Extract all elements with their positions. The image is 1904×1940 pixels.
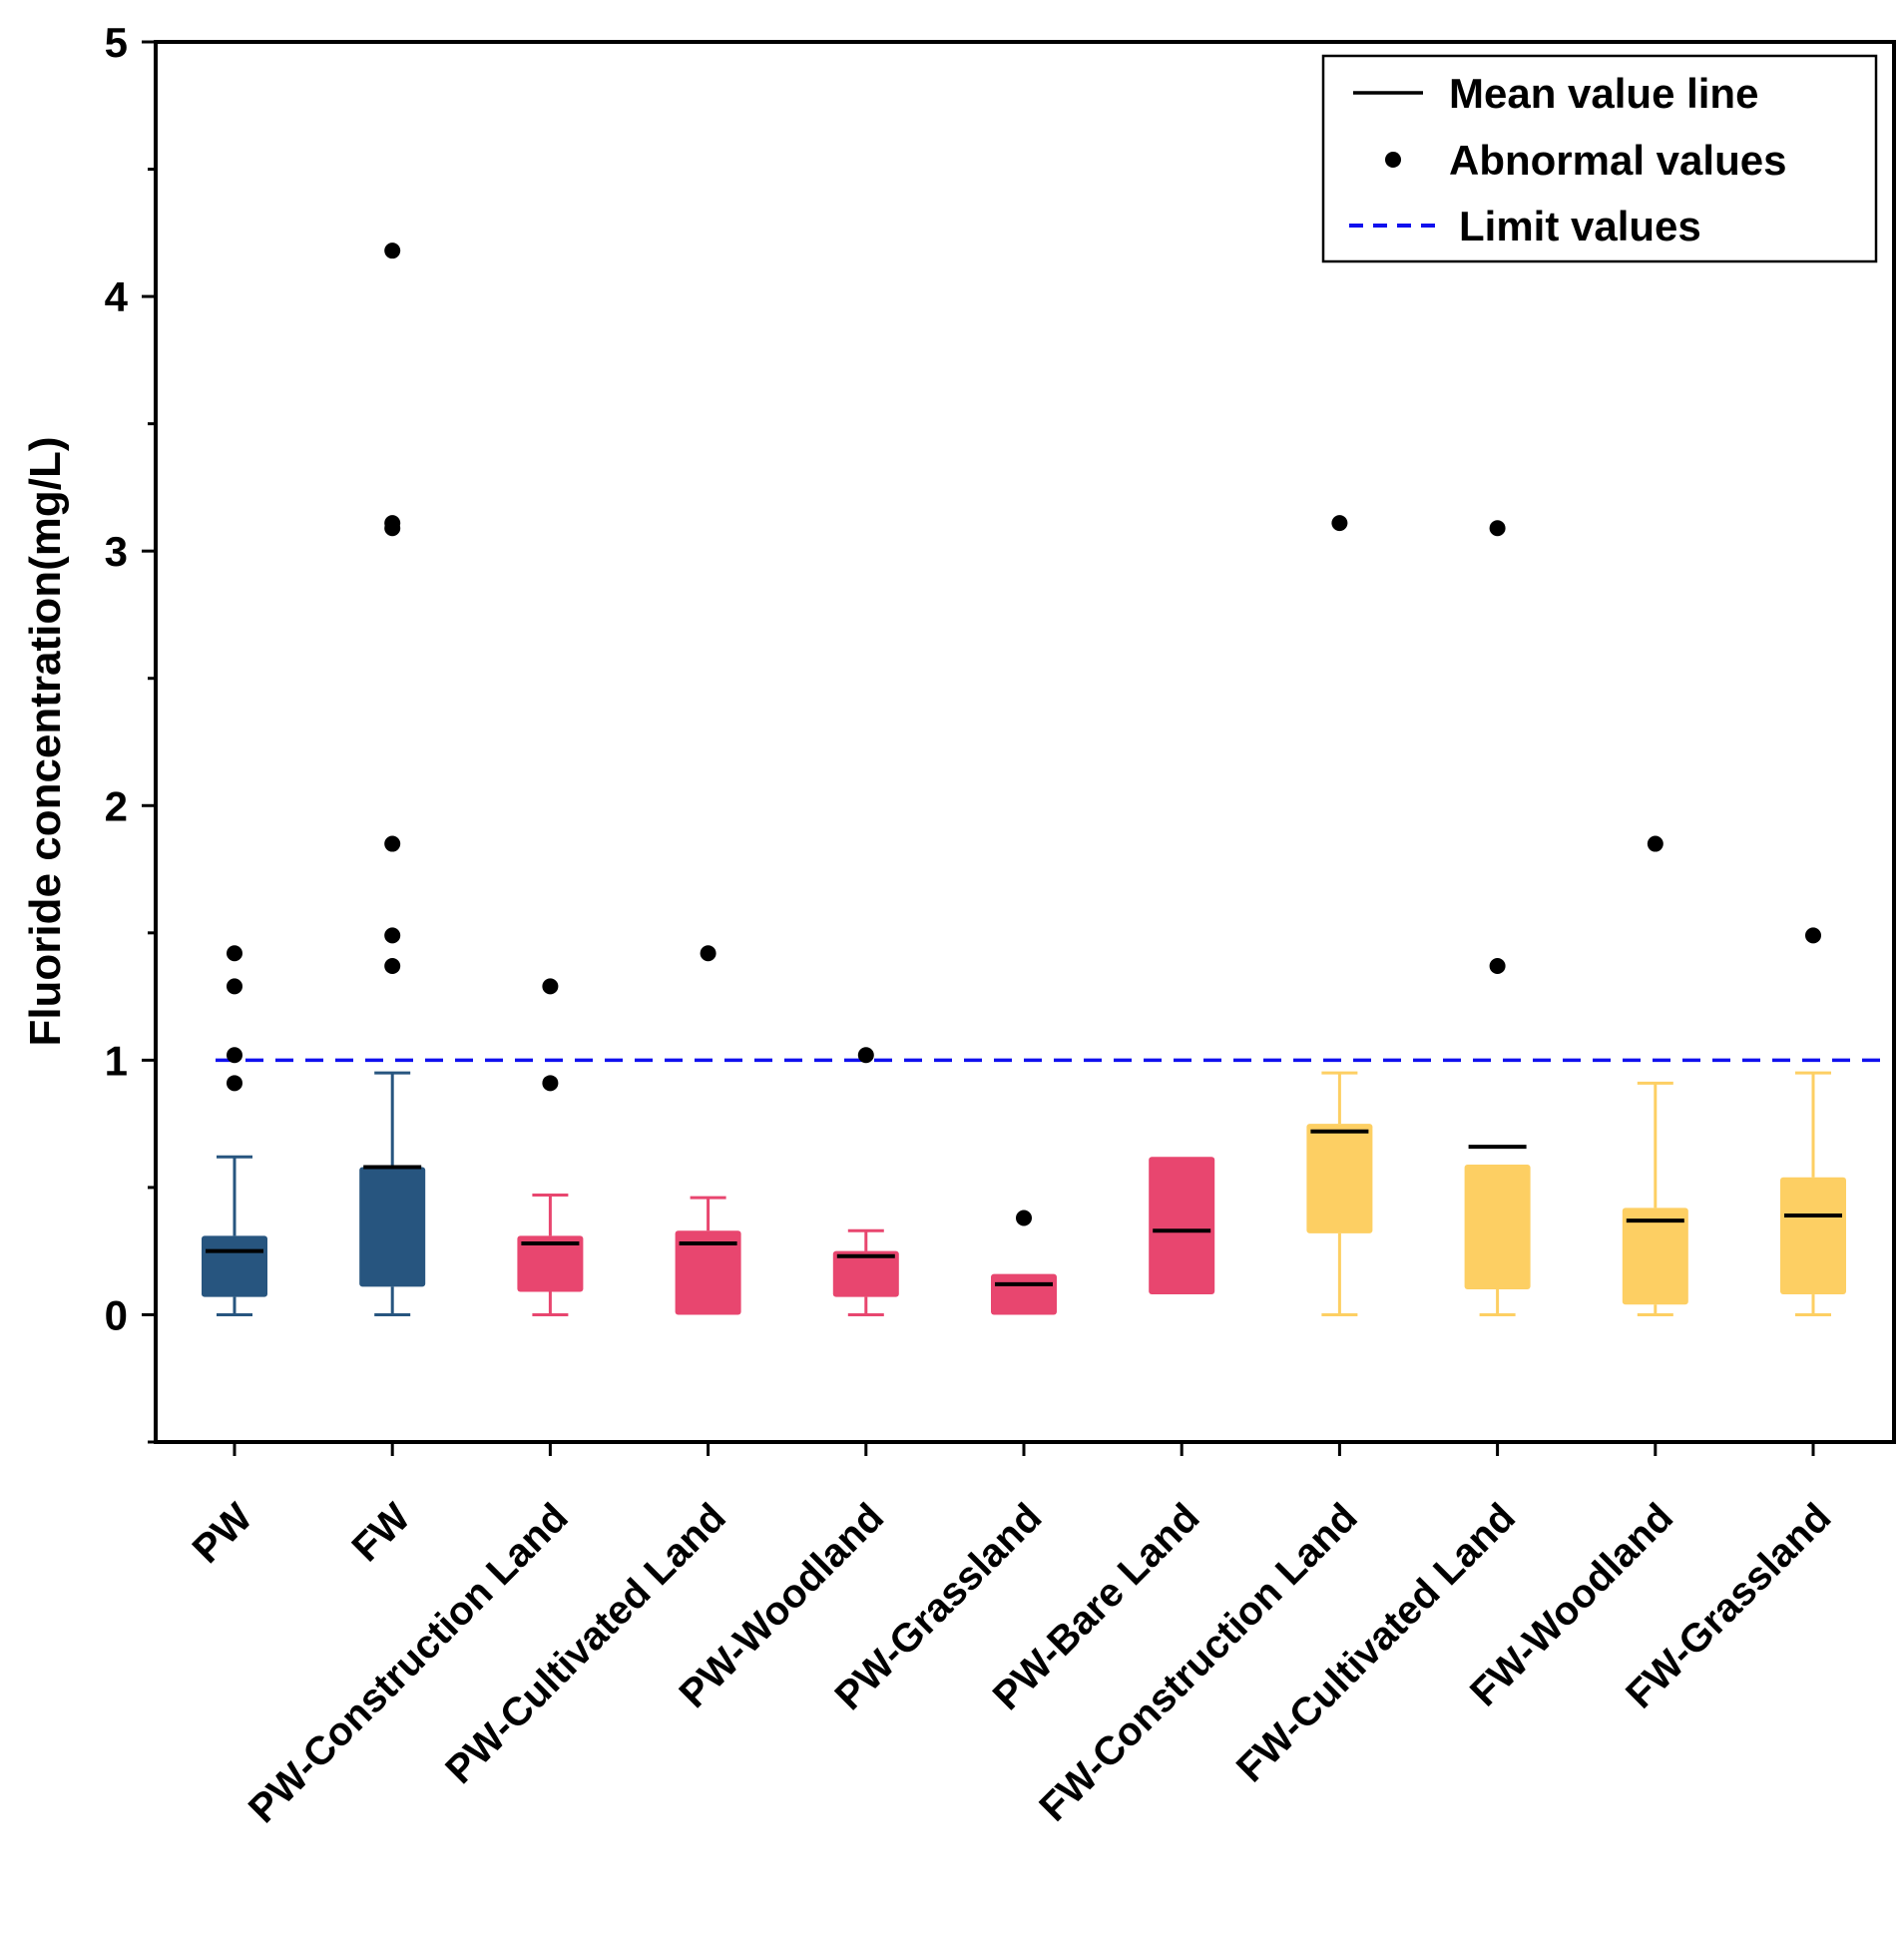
y-tick-label: 3	[105, 528, 128, 575]
box-iqr	[991, 1273, 1057, 1315]
outlier-point	[384, 957, 401, 974]
x-tick-label: FW-Cultivated Land	[1228, 1495, 1524, 1790]
legend-label-abnormal: Abnormal values	[1449, 137, 1786, 184]
box-group	[832, 1047, 899, 1316]
outlier-point	[1331, 515, 1348, 532]
x-tick-label: PW	[185, 1495, 261, 1572]
outlier-point	[857, 1047, 874, 1064]
box-group	[1464, 520, 1531, 1316]
outlier-point	[1489, 520, 1506, 537]
chart-marks	[202, 242, 1888, 1316]
box-group	[1780, 927, 1846, 1316]
box-iqr	[1149, 1157, 1215, 1295]
legend: Mean value line Abnormal values Limit va…	[1321, 54, 1878, 263]
legend-dot-symbol	[1385, 152, 1401, 168]
outlier-point	[542, 1075, 559, 1092]
outlier-point	[227, 978, 242, 995]
box-group	[517, 978, 584, 1316]
legend-label-mean: Mean value line	[1449, 70, 1758, 117]
y-tick-label: 2	[105, 782, 128, 829]
y-axis-title: Fluoride concentration(mg/L)	[21, 436, 70, 1046]
y-tick-label: 1	[105, 1037, 128, 1084]
y-tick-label: 4	[105, 273, 129, 320]
box-group	[1149, 1157, 1215, 1295]
outlier-point	[542, 978, 559, 995]
box-iqr	[1780, 1177, 1846, 1295]
box-group	[1306, 515, 1373, 1316]
y-tick-label: 0	[105, 1291, 128, 1338]
box-group	[991, 1210, 1057, 1315]
box-iqr	[202, 1235, 267, 1297]
outlier-point	[700, 945, 716, 962]
outlier-point	[384, 520, 401, 537]
x-tick-label: PW-Construction Land	[240, 1495, 577, 1831]
x-tick-label: PW-Cultivated Land	[437, 1495, 734, 1792]
box-iqr	[359, 1167, 426, 1287]
outlier-point	[1805, 927, 1821, 944]
outlier-point	[384, 242, 401, 259]
box-iqr	[1622, 1208, 1688, 1305]
outlier-point	[227, 945, 242, 962]
box-iqr	[832, 1250, 899, 1297]
legend-box	[1321, 54, 1878, 263]
box-iqr	[1464, 1164, 1531, 1289]
y-tick-label: 5	[105, 19, 128, 66]
box-iqr	[1306, 1124, 1373, 1233]
outlier-point	[384, 927, 401, 944]
box-iqr	[675, 1230, 741, 1315]
outlier-point	[227, 1075, 242, 1092]
box-group	[675, 945, 741, 1315]
y-axis: 0 1 2 3 4 5	[105, 19, 156, 1444]
box-group	[359, 242, 426, 1316]
outlier-point	[227, 1047, 242, 1064]
legend-label-limit: Limit values	[1459, 203, 1701, 249]
x-tick-label: FW	[343, 1495, 418, 1570]
outlier-point	[1489, 957, 1506, 974]
outlier-point	[1016, 1210, 1032, 1226]
outlier-point	[384, 835, 401, 852]
box-group	[202, 945, 267, 1316]
box-group	[1622, 835, 1688, 1316]
x-tick-label: FW-Construction Land	[1031, 1495, 1365, 1829]
box-iqr	[517, 1235, 584, 1292]
outlier-point	[1647, 835, 1664, 852]
